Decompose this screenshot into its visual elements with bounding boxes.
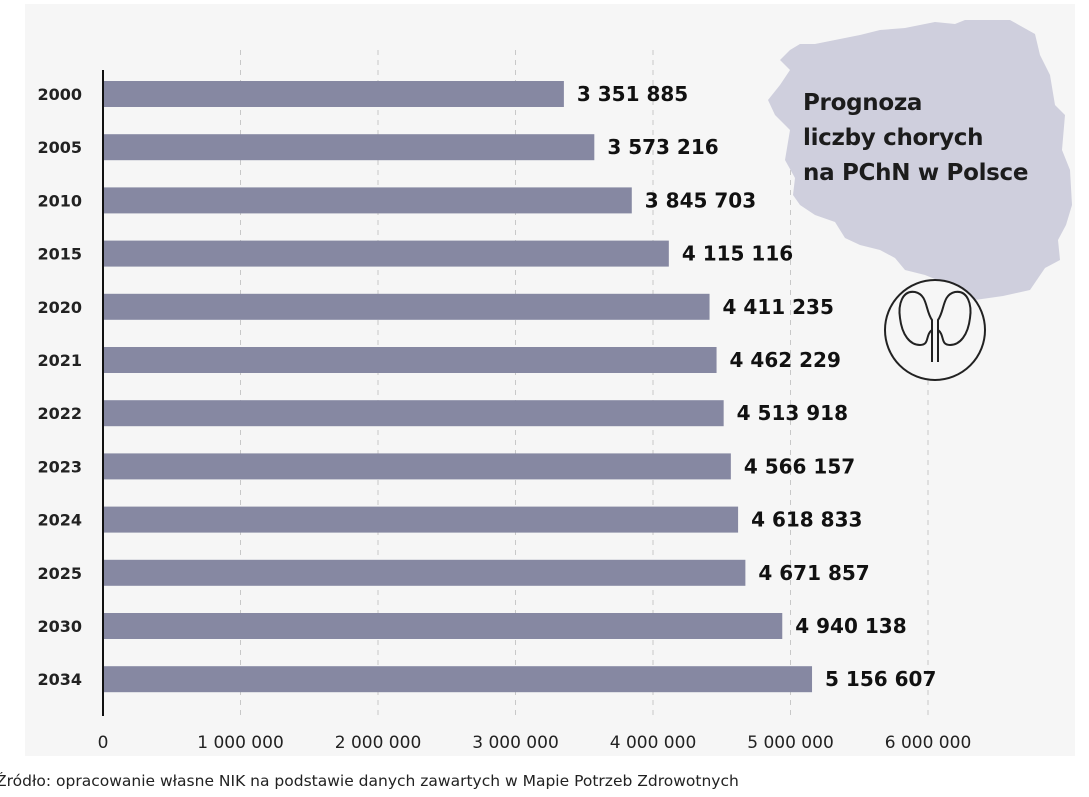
poland-map-shape <box>768 20 1072 300</box>
x-tick-label: 1 000 000 <box>197 733 284 753</box>
bar <box>103 400 724 427</box>
y-category-label: 2034 <box>37 670 82 689</box>
bar-value-label: 4 462 229 <box>730 348 841 372</box>
y-category-label: 2022 <box>37 404 82 423</box>
bar-value-label: 4 513 918 <box>737 401 848 425</box>
bar-value-label: 4 671 857 <box>758 561 869 585</box>
y-category-label: 2021 <box>37 351 82 370</box>
bar <box>103 81 564 107</box>
bar <box>103 187 632 214</box>
x-tick-label: 0 <box>98 733 109 753</box>
y-category-label: 2030 <box>37 617 82 636</box>
bar <box>103 134 595 161</box>
bar-value-label: 5 156 607 <box>825 667 936 691</box>
y-category-label: 2023 <box>37 457 82 476</box>
bar-value-label: 4 618 833 <box>751 508 862 532</box>
bar-value-label: 4 940 138 <box>795 614 906 638</box>
bar <box>103 613 783 639</box>
kidney-icon <box>884 279 986 381</box>
x-tick-label: 2 000 000 <box>335 733 422 753</box>
x-tick-label: 3 000 000 <box>472 733 559 753</box>
bar <box>103 559 746 586</box>
bar-value-label: 4 566 157 <box>744 454 855 478</box>
x-tick-label: 6 000 000 <box>885 733 972 753</box>
bar <box>103 293 710 320</box>
bar-value-label: 4 115 116 <box>682 242 793 266</box>
y-category-label: 2015 <box>37 245 82 264</box>
y-category-label: 2010 <box>37 191 82 210</box>
source-note: Źródło: opracowanie własne NIK na podsta… <box>0 772 739 790</box>
bar-value-label: 4 411 235 <box>723 295 834 319</box>
y-category-label: 2000 <box>37 85 82 104</box>
y-category-label: 2005 <box>37 138 82 157</box>
chart-title: Prognoza liczby chorych na PChN w Polsce <box>803 90 1029 186</box>
y-category-label: 2020 <box>37 298 82 317</box>
y-category-label: 2024 <box>37 511 82 530</box>
bar <box>103 240 669 267</box>
bar <box>103 347 717 373</box>
bar-value-label: 3 573 216 <box>607 135 718 159</box>
bar <box>103 666 813 693</box>
x-tick-label: 5 000 000 <box>747 733 834 753</box>
bar-value-label: 3 845 703 <box>645 188 756 212</box>
bar <box>103 453 731 480</box>
x-tick-label: 4 000 000 <box>610 733 697 753</box>
bar-value-label: 3 351 885 <box>577 82 688 106</box>
bar <box>103 506 739 533</box>
y-category-label: 2025 <box>37 564 82 583</box>
